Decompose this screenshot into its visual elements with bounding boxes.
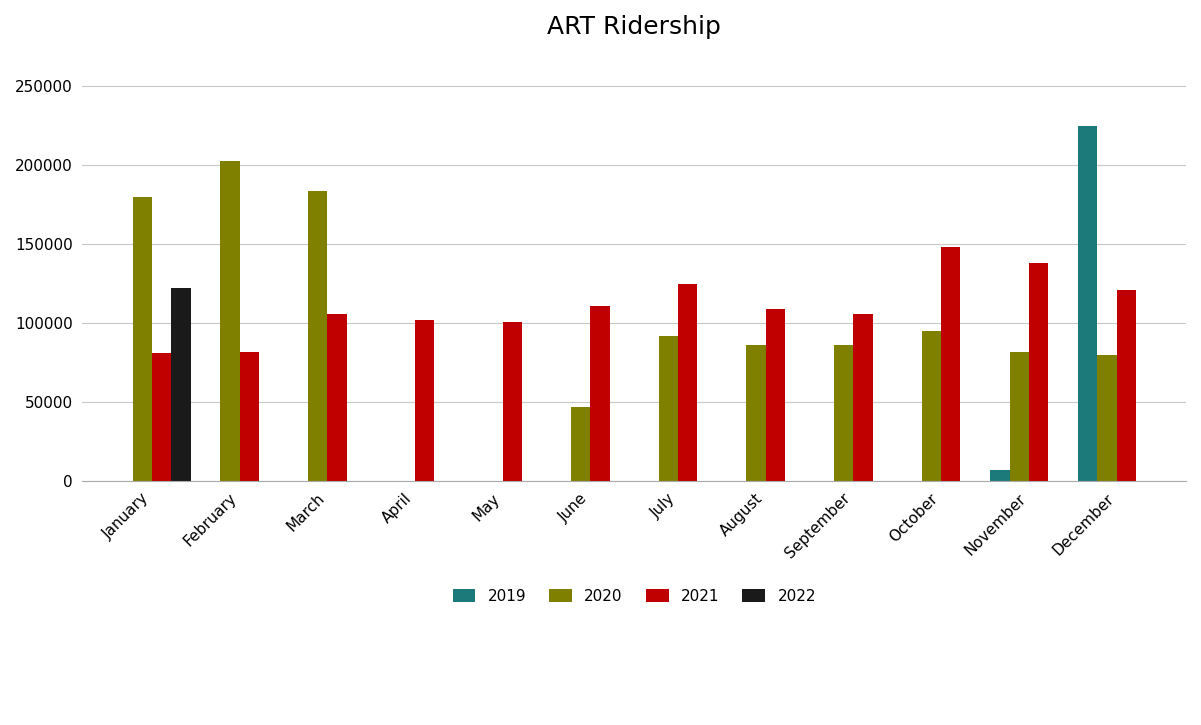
Bar bbox=[766, 309, 785, 481]
Bar bbox=[942, 247, 961, 481]
Bar bbox=[991, 470, 1010, 481]
Bar bbox=[1098, 355, 1117, 481]
Bar bbox=[132, 197, 151, 481]
Bar bbox=[591, 306, 610, 481]
Bar bbox=[747, 345, 766, 481]
Bar bbox=[1029, 263, 1048, 481]
Title: ART Ridership: ART Ridership bbox=[548, 15, 721, 39]
Bar bbox=[240, 352, 259, 481]
Legend: 2019, 2020, 2021, 2022: 2019, 2020, 2021, 2022 bbox=[447, 582, 821, 610]
Bar bbox=[659, 336, 679, 481]
Bar bbox=[835, 345, 854, 481]
Bar bbox=[679, 283, 698, 481]
Bar bbox=[172, 289, 191, 481]
Bar bbox=[416, 320, 435, 481]
Bar bbox=[503, 322, 522, 481]
Bar bbox=[151, 353, 172, 481]
Bar bbox=[854, 314, 873, 481]
Bar bbox=[1078, 126, 1098, 481]
Bar bbox=[922, 331, 942, 481]
Bar bbox=[572, 407, 591, 481]
Bar bbox=[307, 191, 328, 481]
Bar bbox=[1117, 290, 1136, 481]
Bar bbox=[220, 160, 240, 481]
Bar bbox=[1010, 352, 1029, 481]
Bar bbox=[328, 314, 347, 481]
